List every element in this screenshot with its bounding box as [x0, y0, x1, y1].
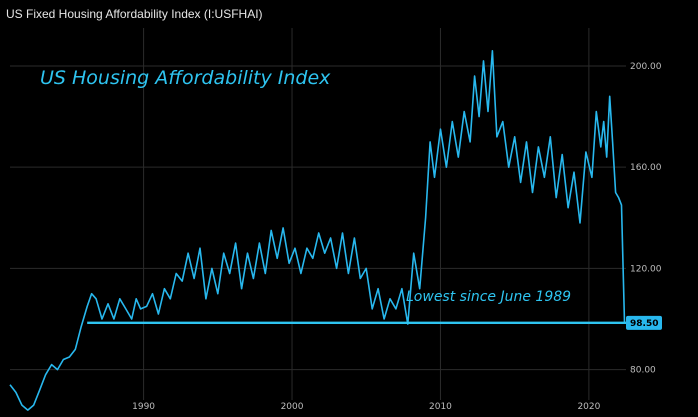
- x-tick-label: 2020: [577, 402, 600, 412]
- reference-value-label: 98.50: [630, 319, 658, 329]
- y-tick-label: 120.00: [630, 264, 662, 274]
- x-tick-label: 1990: [132, 402, 155, 412]
- y-tick-label: 80.00: [630, 366, 656, 376]
- chart-header: US Fixed Housing Affordability Index (I:…: [0, 0, 698, 28]
- y-tick-labels: 80.00 120.00 160.00 200.00: [630, 62, 662, 376]
- x-tick-label: 2000: [281, 402, 304, 412]
- series-line: [9, 50, 626, 411]
- x-tick-labels: 1990 2000 2010 2020: [132, 402, 600, 412]
- y-tick-label: 200.00: [630, 62, 662, 72]
- y-gridlines: [10, 65, 626, 371]
- reference-value-badge: 98.50: [626, 315, 662, 330]
- chart-annotation-lowest: Lowest since June 1989: [406, 289, 571, 305]
- x-gridlines: [143, 28, 590, 400]
- x-tick-label: 2010: [429, 402, 452, 412]
- chart-annotation-main: US Housing Affordability Index: [40, 67, 331, 89]
- y-tick-label: 160.00: [630, 163, 662, 173]
- chart-header-title: US Fixed Housing Affordability Index (I:…: [6, 7, 263, 21]
- plot-area: [10, 28, 626, 400]
